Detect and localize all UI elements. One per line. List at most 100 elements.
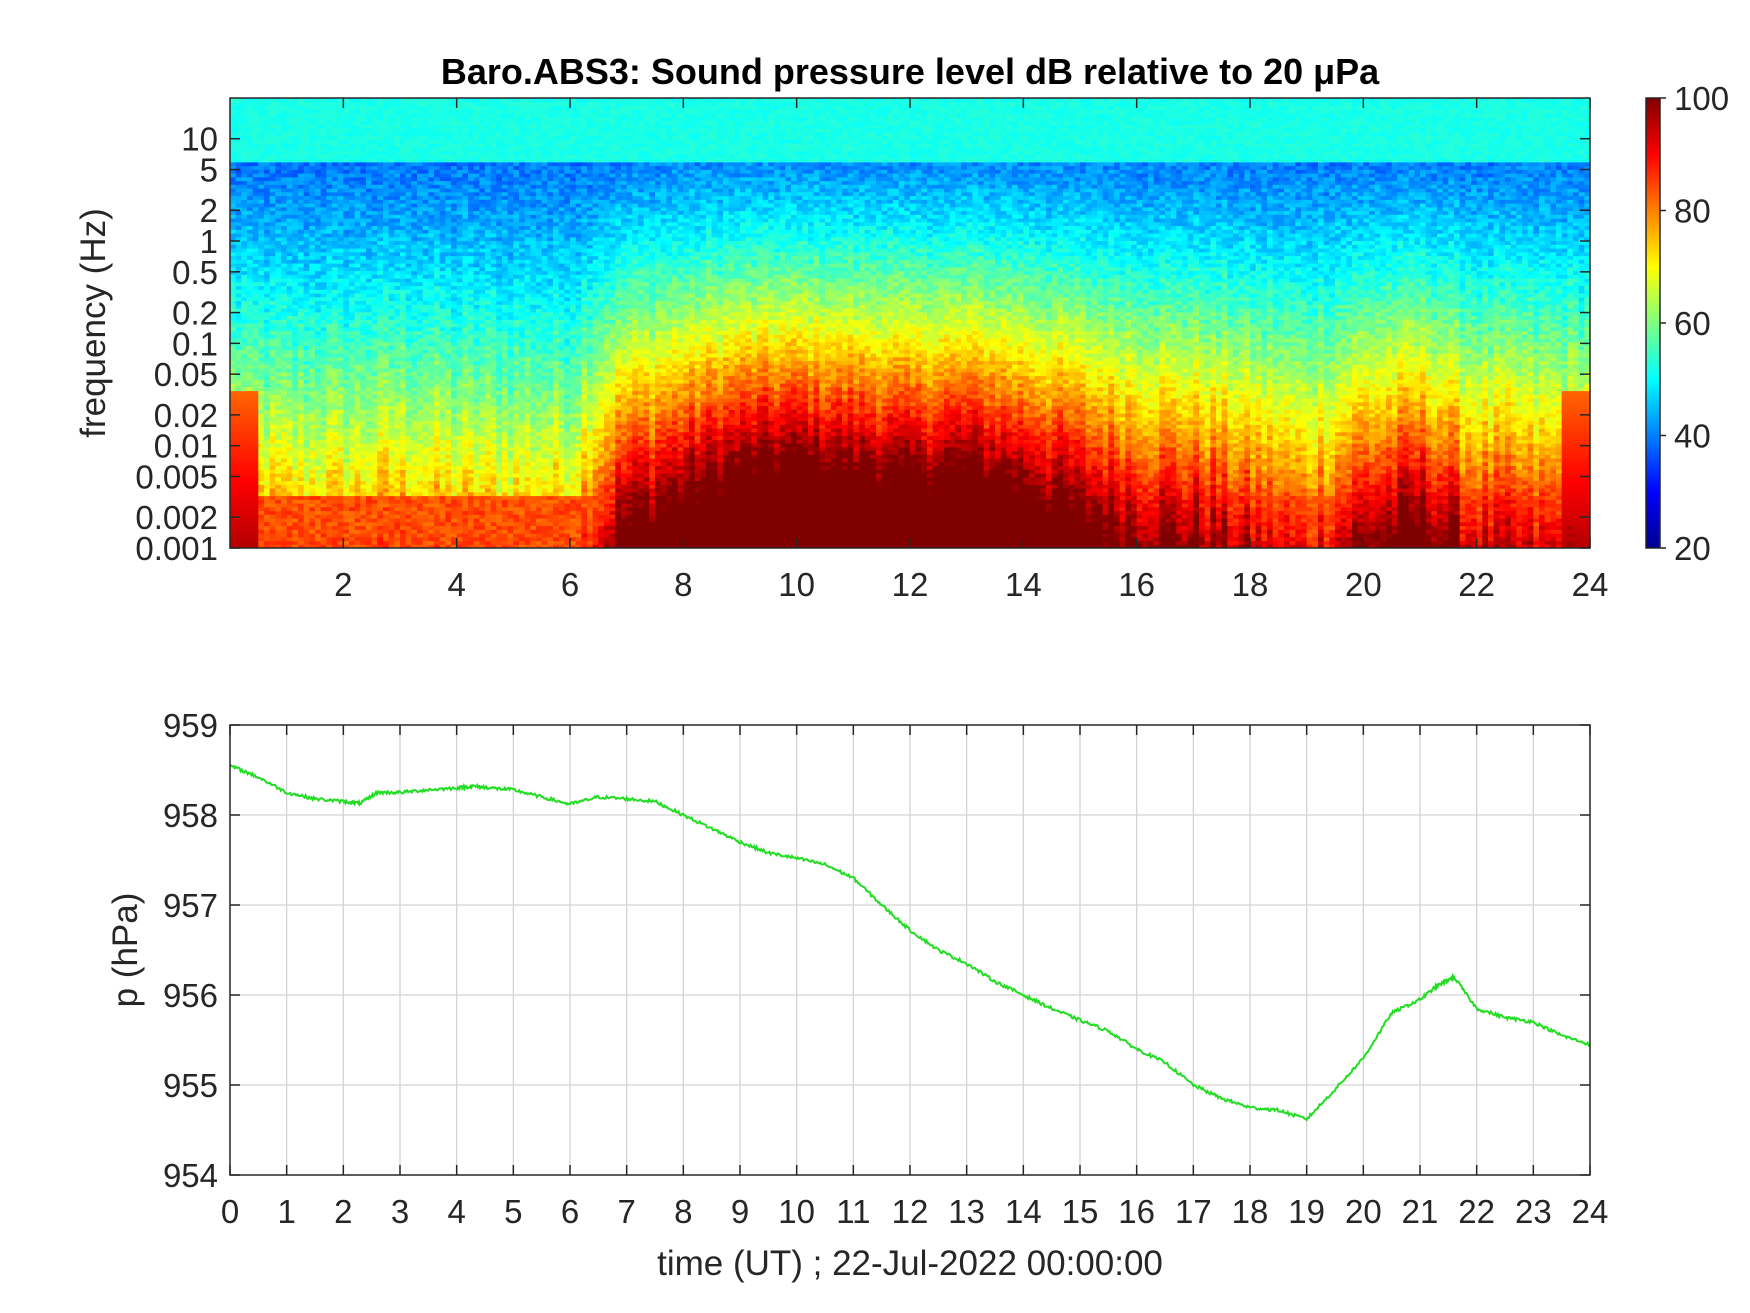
- spectrogram-cell: [434, 353, 441, 358]
- spectrogram-cell: [332, 431, 339, 437]
- spectrogram-cell: [422, 248, 429, 253]
- spectrogram-cell: [371, 341, 378, 347]
- spectrogram-cell: [252, 398, 259, 403]
- spectrogram-cell: [360, 334, 367, 339]
- spectrogram-cell: [451, 218, 458, 223]
- spectrogram-cell: [383, 308, 390, 313]
- spectrogram-cell: [337, 240, 344, 245]
- spectrogram-cell: [247, 386, 254, 392]
- spectrogram-cell: [383, 390, 390, 395]
- spectrogram-cell: [258, 259, 265, 264]
- spectrogram-cell: [405, 158, 412, 163]
- spectrogram-cell: [298, 184, 305, 189]
- spectrogram-cell: [303, 105, 310, 110]
- spectrogram-cell: [417, 341, 424, 347]
- spectrogram-cell: [439, 330, 446, 335]
- spectrogram-cell: [286, 285, 293, 290]
- spectrogram-cell: [269, 383, 276, 388]
- spectrogram-cell: [332, 98, 339, 103]
- spectrogram-cell: [354, 296, 361, 302]
- spectrogram-cell: [428, 128, 435, 133]
- spectrogram-cell: [303, 349, 310, 354]
- spectrogram-cell: [451, 319, 458, 324]
- spectrogram-cell: [371, 383, 378, 388]
- spectrogram-cell: [383, 146, 390, 152]
- spectrogram-cell: [394, 345, 401, 350]
- spectrogram-cell: [241, 484, 248, 489]
- spectrogram-cell: [451, 278, 458, 283]
- spectrogram-cell: [422, 161, 429, 167]
- spectrogram-cell: [247, 191, 254, 197]
- spectrogram-cell: [360, 461, 367, 467]
- spectrogram-cell: [428, 161, 435, 167]
- spectrogram-cell: [371, 488, 378, 493]
- spectrogram-cell: [428, 150, 435, 155]
- spectrogram-cell: [252, 521, 259, 527]
- spectrogram-cell: [275, 203, 282, 208]
- spectrogram-cell: [360, 184, 367, 189]
- spectrogram-cell: [383, 169, 390, 174]
- spectrogram-cell: [292, 495, 299, 500]
- spectrogram-cell: [247, 356, 254, 362]
- spectrogram-cell: [343, 274, 350, 279]
- spectrogram-cell: [456, 308, 463, 313]
- spectrogram-cell: [326, 236, 333, 242]
- spectrogram-cell: [292, 356, 299, 362]
- spectrogram-cell: [360, 128, 367, 133]
- spectrogram-cell: [343, 225, 350, 230]
- spectrogram-cell: [422, 203, 429, 208]
- spectrogram-cell: [275, 210, 282, 215]
- spectrogram-cell: [428, 218, 435, 223]
- spectrogram-cell: [235, 281, 242, 287]
- spectrogram-cell: [315, 236, 322, 242]
- spectrogram-cell: [388, 469, 395, 474]
- spectrogram-cell: [337, 263, 344, 268]
- spectrogram-cell: [383, 521, 390, 527]
- spectrogram-cell: [411, 214, 418, 219]
- spectrogram-cell: [422, 240, 429, 245]
- spectrogram-cell: [428, 109, 435, 114]
- spectrogram-cell: [349, 390, 356, 395]
- spectrogram-cell: [235, 510, 242, 515]
- spectrogram-cell: [326, 405, 333, 410]
- spectrogram-cell: [332, 338, 339, 343]
- spectrogram-cell: [264, 461, 271, 467]
- spectrogram-cell: [411, 323, 418, 328]
- spectrogram-cell: [445, 473, 452, 478]
- spectrogram-cell: [309, 195, 316, 200]
- spectrogram-cell: [411, 506, 418, 512]
- spectrogram-cell: [394, 518, 401, 523]
- spectrogram-cell: [247, 221, 254, 227]
- spectrogram-cell: [417, 146, 424, 152]
- spectrogram-cell: [422, 109, 429, 114]
- spectrogram-cell: [264, 135, 271, 140]
- spectrogram-cell: [298, 390, 305, 395]
- spectrogram-cell: [286, 131, 293, 137]
- spectrogram-cell: [422, 180, 429, 185]
- spectrogram-cell: [292, 281, 299, 287]
- spectrogram-cell: [400, 255, 407, 260]
- spectrogram-cell: [241, 315, 248, 320]
- spectrogram-cell: [445, 266, 452, 272]
- spectrogram-cell: [343, 506, 350, 512]
- spectrogram-cell: [275, 495, 282, 500]
- spectrogram-cell: [315, 413, 322, 418]
- spectrogram-cell: [411, 180, 418, 185]
- spectrogram-cell: [388, 270, 395, 275]
- spectrogram-cell: [337, 454, 344, 459]
- spectrogram-cell: [354, 386, 361, 392]
- spectrogram-cell: [326, 491, 333, 497]
- spectrogram-cell: [411, 248, 418, 253]
- spectrogram-cell: [383, 285, 390, 290]
- spectrogram-cell: [371, 270, 378, 275]
- spectrogram-cell: [394, 154, 401, 159]
- spectrogram-cell: [428, 360, 435, 365]
- spectrogram-cell: [388, 353, 395, 358]
- spectrogram-cell: [451, 480, 458, 485]
- spectrogram-cell: [326, 285, 333, 290]
- spectrogram-cell: [309, 503, 316, 508]
- spectrogram-cell: [439, 529, 446, 534]
- spectrogram-cell: [252, 233, 259, 238]
- spectrogram-cell: [230, 401, 237, 407]
- spectrogram-cell: [241, 450, 248, 455]
